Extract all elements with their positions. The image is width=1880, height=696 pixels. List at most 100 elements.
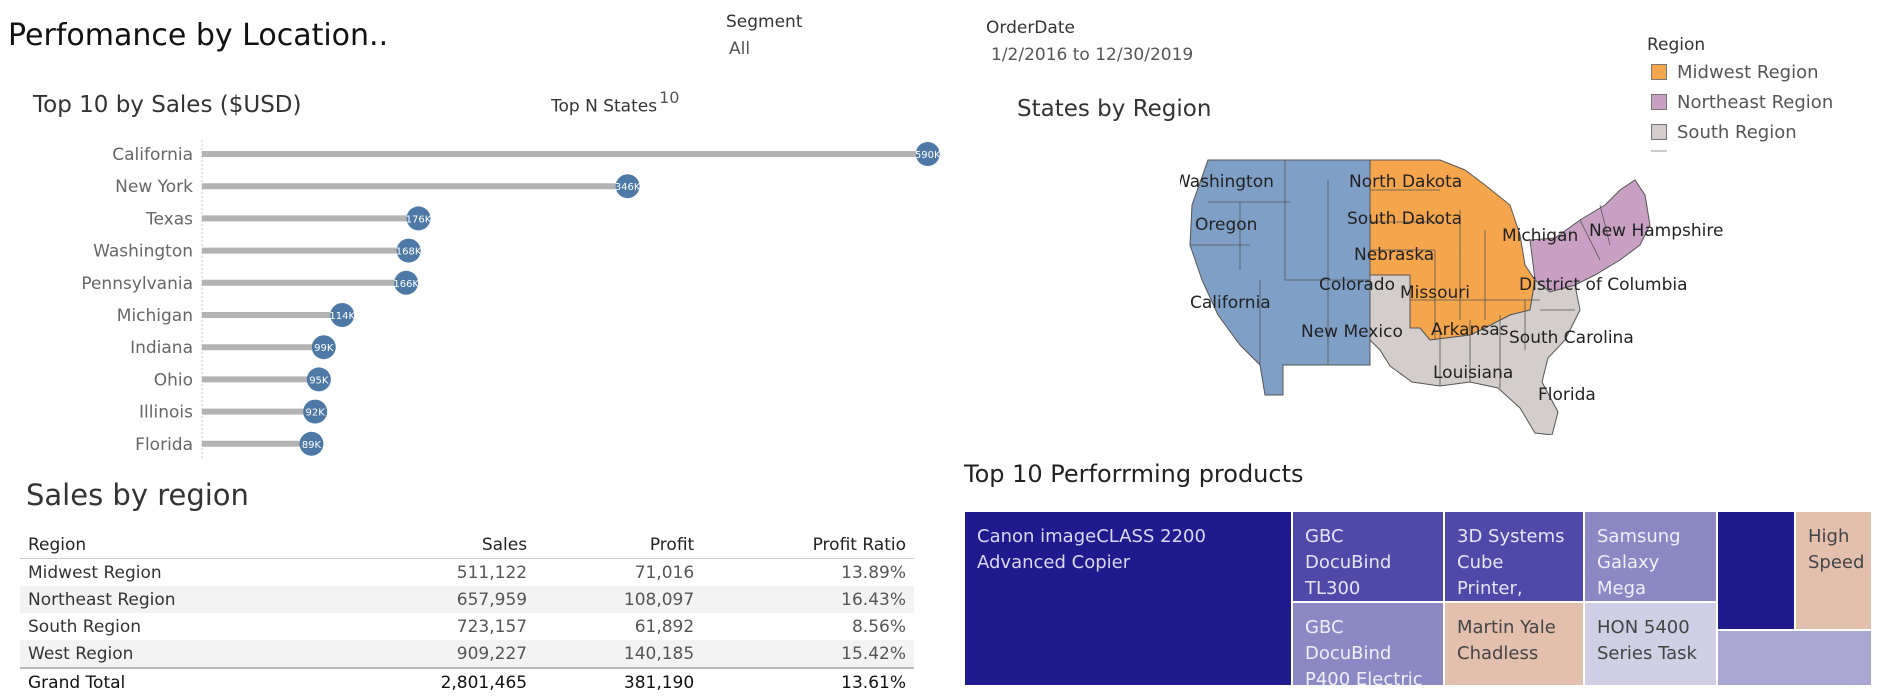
legend-title: Region bbox=[1647, 35, 1706, 55]
orderdate-filter-value[interactable]: 1/2/2016 to 12/30/2019 bbox=[991, 45, 1194, 65]
value-label: 89K bbox=[302, 440, 322, 451]
state-borders bbox=[1190, 160, 1611, 388]
treemap-cell[interactable]: High Speed bbox=[1795, 511, 1872, 630]
bar-dot[interactable] bbox=[330, 303, 355, 327]
value-label: 166K bbox=[393, 279, 419, 290]
column-header[interactable]: Profit bbox=[649, 535, 695, 555]
bar-dot[interactable] bbox=[915, 142, 940, 166]
map-state-label: Nebraska bbox=[1354, 245, 1434, 265]
map-state-label: Washington bbox=[1180, 172, 1274, 192]
page-title: Perfomance by Location.. bbox=[8, 18, 389, 53]
table-row[interactable]: Northeast Region 657,959 108,097 16.43% bbox=[20, 586, 914, 613]
value-label: 176K bbox=[406, 214, 432, 225]
table-cell: 61,892 bbox=[634, 616, 695, 637]
column-header[interactable]: Sales bbox=[481, 535, 528, 555]
table-cell: 108,097 bbox=[535, 586, 703, 613]
map-state-label: Louisiana bbox=[1433, 363, 1513, 383]
treemap-cell[interactable]: Samsung Galaxy Mega bbox=[1584, 511, 1717, 602]
legend-label: Midwest Region bbox=[1677, 61, 1819, 83]
table-cell: 140,185 bbox=[535, 640, 703, 668]
bar-dot[interactable] bbox=[615, 174, 640, 199]
table-row[interactable]: Midwest Region 511,122 71,016 13.89% bbox=[20, 559, 914, 587]
region-table: Region Sales Profit Profit Ratio Midwest… bbox=[20, 532, 914, 696]
segment-filter-label: Segment bbox=[726, 12, 803, 32]
table-row[interactable]: South Region 723,157 61,892 8.56% bbox=[20, 613, 914, 640]
table-cell: 2,801,465 bbox=[336, 667, 536, 696]
map-state-label: District of Columbia bbox=[1519, 275, 1688, 295]
column-header[interactable]: Region bbox=[28, 535, 87, 555]
bar-dot[interactable] bbox=[303, 399, 328, 424]
region-south[interactable] bbox=[1369, 274, 1581, 435]
map-state-label: Missouri bbox=[1400, 283, 1470, 303]
legend-item-midwest[interactable]: Midwest Region bbox=[1651, 61, 1819, 83]
legend-scroll-hint bbox=[1651, 150, 1667, 152]
value-label: 99K bbox=[314, 343, 334, 354]
table-cell: 15.42% bbox=[702, 640, 914, 668]
bar-dot[interactable] bbox=[299, 431, 324, 456]
treemap-cell[interactable] bbox=[1717, 630, 1872, 686]
bar-dot[interactable] bbox=[396, 238, 421, 263]
bar-dot[interactable] bbox=[394, 270, 419, 295]
orderdate-filter-label: OrderDate bbox=[986, 18, 1075, 38]
table-header-row: Region Sales Profit Profit Ratio bbox=[20, 532, 914, 559]
treemap-cell[interactable]: Martin Yale Chadless bbox=[1444, 602, 1584, 686]
value-label: 346K bbox=[615, 182, 641, 193]
table-cell: 657,959 bbox=[336, 586, 536, 613]
top-sales-title: Top 10 by Sales ($USD) bbox=[33, 92, 302, 118]
treemap-cell[interactable]: GBC DocuBind TL300 Electric bbox=[1292, 511, 1444, 602]
value-label: 590K bbox=[915, 150, 941, 161]
treemap-cell[interactable]: HON 5400 Series Task bbox=[1584, 602, 1717, 686]
table-cell: 381,190 bbox=[535, 667, 703, 696]
category-label: Illinois bbox=[139, 403, 193, 423]
map-state-label: South Carolina bbox=[1509, 328, 1634, 348]
segment-filter-value[interactable]: All bbox=[729, 39, 751, 59]
top-sales-chart: California 590K New York 346K Texas 176K Washi… bbox=[81, 140, 941, 460]
topn-value[interactable]: 10 bbox=[659, 88, 680, 107]
map-state-label: New Mexico bbox=[1301, 322, 1403, 342]
treemap-cell[interactable]: GBC DocuBind P400 Electric bbox=[1292, 602, 1444, 686]
table-cell: 8.56% bbox=[851, 616, 906, 637]
value-label: 168K bbox=[396, 247, 422, 258]
treemap-cell[interactable]: Canon imageCLASS 2200 Advanced Copier bbox=[964, 511, 1292, 686]
bar-dot[interactable] bbox=[311, 335, 336, 360]
table-cell: West Region bbox=[20, 640, 337, 668]
region-table-container: Region Sales Profit Profit Ratio Midwest… bbox=[20, 532, 914, 696]
legend-item-south[interactable]: South Region bbox=[1651, 121, 1797, 143]
category-label: Texas bbox=[145, 209, 193, 229]
us-region-map[interactable]: Washington Oregon California North Dakota So… bbox=[1180, 150, 1740, 435]
table-total-row[interactable]: Grand Total 2,801,465 381,190 13.61% bbox=[20, 667, 914, 696]
table-cell: Midwest Region bbox=[28, 562, 162, 583]
region-table-title: Sales by region bbox=[26, 478, 249, 512]
legend-swatch-south bbox=[1651, 124, 1667, 140]
value-label: 92K bbox=[306, 408, 326, 419]
table-row[interactable]: West Region 909,227 140,185 15.42% bbox=[20, 640, 914, 668]
map-state-label: New Hampshire bbox=[1589, 221, 1723, 241]
map-title: States by Region bbox=[1017, 96, 1212, 122]
map-state-label: California bbox=[1190, 293, 1271, 313]
legend-swatch-midwest bbox=[1651, 64, 1667, 80]
table-cell: Northeast Region bbox=[20, 586, 337, 613]
bar-dot[interactable] bbox=[306, 367, 331, 392]
treemap-cell[interactable]: 3D Systems Cube Printer, bbox=[1444, 511, 1584, 602]
legend-item-northeast[interactable]: Northeast Region bbox=[1651, 91, 1833, 113]
category-label: Washington bbox=[93, 242, 193, 262]
map-state-label: Florida bbox=[1538, 385, 1596, 405]
table-cell: 13.61% bbox=[702, 667, 914, 696]
category-label: Florida bbox=[135, 435, 193, 455]
value-label: 95K bbox=[309, 375, 329, 386]
table-cell: 16.43% bbox=[702, 586, 914, 613]
table-cell: 723,157 bbox=[456, 616, 528, 637]
table-cell: 13.89% bbox=[841, 562, 906, 583]
map-state-label: North Dakota bbox=[1349, 172, 1462, 192]
value-label: 114K bbox=[329, 311, 355, 322]
table-cell: Grand Total bbox=[20, 667, 337, 696]
column-header[interactable]: Profit Ratio bbox=[812, 535, 906, 555]
topn-parameter[interactable]: Top N States 10 bbox=[551, 88, 680, 117]
treemap-cell[interactable] bbox=[1717, 511, 1795, 630]
bar-dot[interactable] bbox=[406, 206, 431, 231]
category-label: Ohio bbox=[154, 370, 193, 390]
table-cell: 909,227 bbox=[336, 640, 536, 668]
legend-swatch-northeast bbox=[1651, 94, 1667, 110]
map-state-label: Michigan bbox=[1502, 226, 1578, 246]
topn-label: Top N States bbox=[551, 96, 658, 117]
